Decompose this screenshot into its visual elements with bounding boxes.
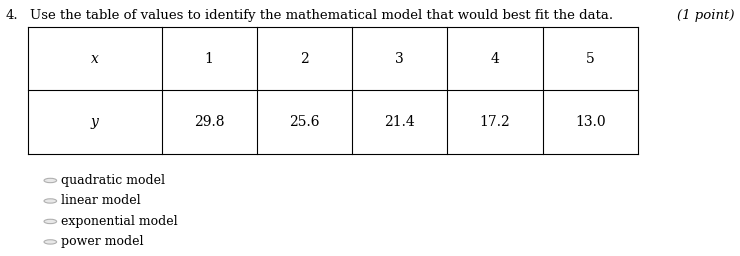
Text: quadratic model: quadratic model (61, 174, 165, 187)
Text: x: x (91, 51, 98, 66)
Text: linear model: linear model (61, 195, 141, 207)
Text: 4.: 4. (6, 9, 18, 22)
Text: exponential model: exponential model (61, 215, 178, 228)
Text: (1 point): (1 point) (676, 9, 734, 22)
Text: 1: 1 (205, 51, 214, 66)
Text: y: y (91, 115, 98, 129)
Text: Use the table of values to identify the mathematical model that would best fit t: Use the table of values to identify the … (30, 9, 613, 22)
Text: 4: 4 (491, 51, 500, 66)
Text: power model: power model (61, 236, 143, 248)
Text: 29.8: 29.8 (194, 115, 224, 129)
Text: 17.2: 17.2 (480, 115, 511, 129)
Text: 13.0: 13.0 (575, 115, 605, 129)
Text: 5: 5 (586, 51, 595, 66)
Text: 21.4: 21.4 (384, 115, 415, 129)
Text: 3: 3 (395, 51, 404, 66)
Text: 25.6: 25.6 (289, 115, 320, 129)
Text: 2: 2 (300, 51, 309, 66)
